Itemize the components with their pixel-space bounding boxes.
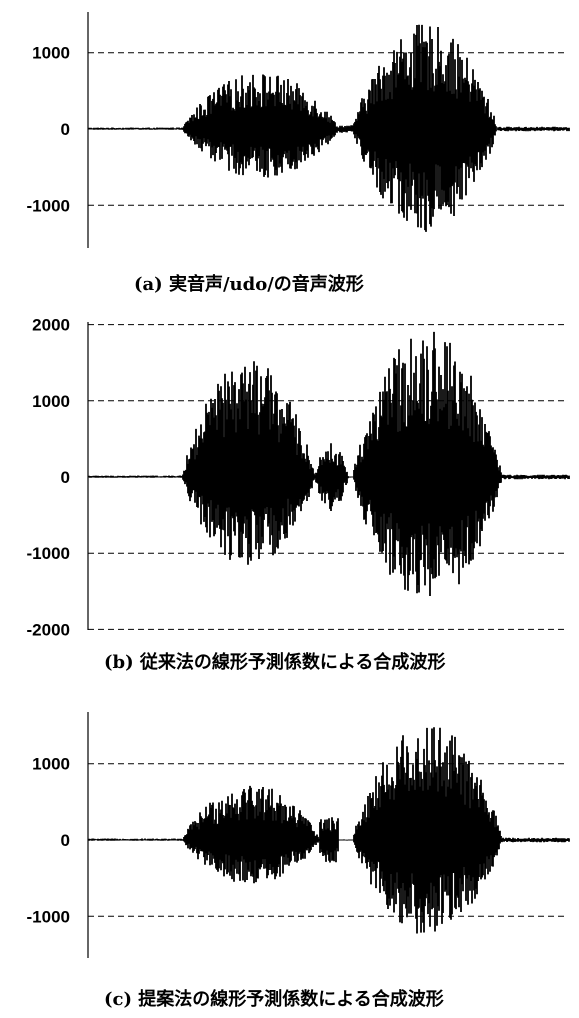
y-tick-label: -1000 [27,907,70,926]
y-tick-label: 0 [61,468,70,487]
panel-caption: (b) 従来法の線形予測係数による合成波形 [104,651,445,673]
waveform-series [88,331,570,596]
waveform-path [88,24,570,232]
waveform-path [88,331,570,596]
y-tick-label: -1000 [27,196,70,215]
panel-c: 1000 0 -1000 (c) 提案法の線形予測係数による合成波形 [27,712,570,1010]
y-tick-label: 1000 [32,44,70,63]
waveform-series [88,727,570,934]
panel-caption: (c) 提案法の線形予測係数による合成波形 [104,988,444,1010]
y-tick-label: -1000 [27,544,70,563]
waveform-series [88,24,570,232]
y-tick-label: 0 [61,831,70,850]
waveform-path [88,727,570,934]
panel-caption: (a) 実音声/udo/の音声波形 [134,273,364,295]
y-tick-label: -2000 [27,620,70,639]
panel-a: 1000 0 -1000 (a) 実音声/udo/の音声波形 [27,12,570,295]
panel-b: 2000 1000 0 -1000 -2000 (b) 従来法の線形予測係数による合成波形 [27,316,570,673]
y-tick-label: 0 [61,120,70,139]
y-tick-label: 1000 [32,392,70,411]
y-tick-label: 1000 [32,755,70,774]
y-tick-label: 2000 [32,316,70,335]
